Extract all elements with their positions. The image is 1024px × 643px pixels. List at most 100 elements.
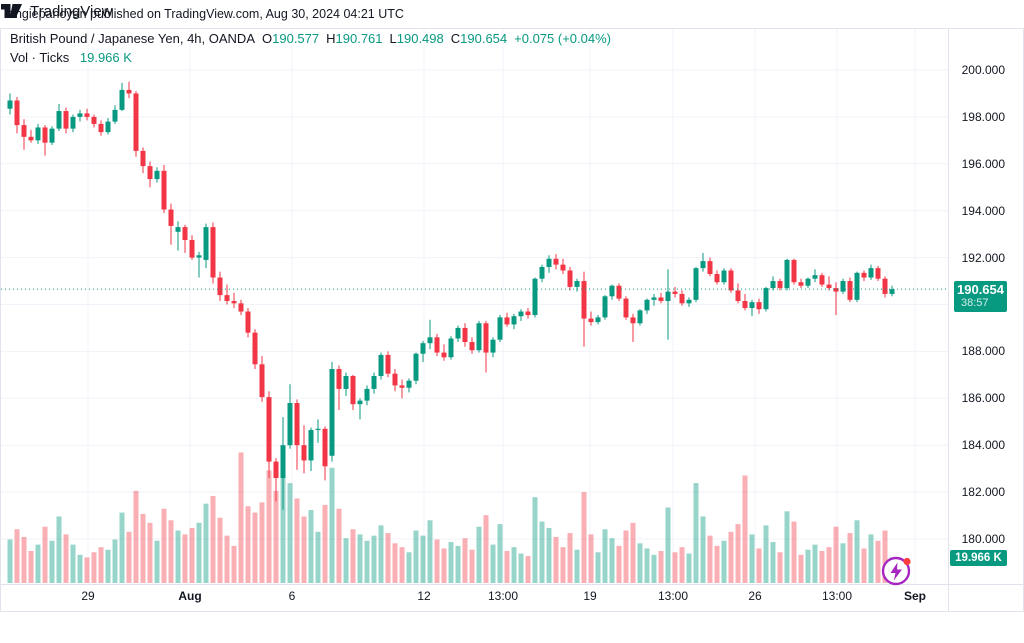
candle-body bbox=[196, 255, 202, 258]
price-axis-label: 200.000 bbox=[961, 63, 1005, 77]
candle-body bbox=[161, 170, 167, 210]
spark-lightning-button[interactable] bbox=[878, 553, 918, 593]
volume-bar bbox=[518, 553, 524, 583]
volume-bar bbox=[154, 540, 160, 583]
volume-bar bbox=[749, 534, 755, 583]
chart-legend: British Pound / Japanese Yen, 4h, OANDA O… bbox=[10, 31, 611, 65]
volume-bar bbox=[651, 554, 657, 583]
symbol-title: British Pound / Japanese Yen, 4h, OANDA bbox=[10, 31, 255, 46]
candle-body bbox=[560, 264, 566, 271]
candle-body bbox=[735, 290, 741, 301]
candle-body bbox=[574, 281, 580, 287]
volume-bar bbox=[700, 516, 706, 583]
volume-bar bbox=[406, 552, 412, 583]
volume-bar bbox=[742, 475, 748, 583]
candle-body bbox=[147, 166, 153, 180]
candle-body bbox=[728, 270, 734, 291]
candle-body bbox=[875, 268, 881, 279]
time-axis-label: 6 bbox=[288, 589, 296, 603]
volume-bar bbox=[378, 525, 384, 583]
price-axis-label: 192.000 bbox=[961, 250, 1005, 265]
candle-body bbox=[546, 258, 552, 267]
volume-bar bbox=[273, 490, 279, 583]
candle-body bbox=[168, 209, 174, 226]
candle-body bbox=[308, 429, 314, 461]
volume-bar bbox=[399, 547, 405, 583]
volume-bar bbox=[868, 534, 874, 583]
candle-body bbox=[210, 227, 216, 278]
candle-body bbox=[140, 150, 146, 167]
tradingview-footer[interactable]: TradingView bbox=[0, 0, 1024, 22]
candle-body bbox=[21, 125, 27, 137]
time-axis-label: 26 bbox=[748, 589, 762, 603]
volume-bar bbox=[91, 552, 97, 583]
candle-body bbox=[175, 227, 181, 232]
volume-bar bbox=[7, 539, 13, 583]
price-axis-label: 198.000 bbox=[961, 109, 1005, 124]
alert-dot bbox=[903, 557, 911, 566]
volume-bar bbox=[196, 522, 202, 583]
candle-body bbox=[245, 311, 251, 333]
candle-wick bbox=[177, 221, 179, 251]
high-value: 190.761 bbox=[335, 31, 383, 46]
candle-body bbox=[448, 338, 454, 358]
price-axis-label: 186.000 bbox=[961, 391, 1005, 406]
current-price-badge: 190.654 38:57 bbox=[954, 281, 1007, 312]
volume-bar bbox=[686, 553, 692, 583]
candle-body bbox=[203, 227, 209, 260]
volume-bar bbox=[763, 525, 769, 583]
volume-bar bbox=[364, 540, 370, 583]
volume-bar bbox=[336, 508, 342, 583]
candle-wick bbox=[226, 284, 228, 305]
candle-body bbox=[861, 272, 867, 278]
volume-bar bbox=[301, 516, 307, 583]
volume-bar bbox=[14, 529, 20, 583]
candle-body bbox=[490, 339, 496, 353]
candle-body bbox=[238, 303, 244, 312]
candle-body bbox=[35, 127, 41, 141]
tradingview-brand-text: TradingView bbox=[30, 2, 113, 20]
candle-body bbox=[133, 93, 139, 151]
candle-body bbox=[56, 111, 62, 129]
volume-bar bbox=[777, 552, 783, 583]
volume-bar bbox=[707, 535, 713, 583]
volume-bar bbox=[112, 539, 118, 583]
volume-bar bbox=[770, 542, 776, 583]
volume-bar bbox=[427, 520, 433, 583]
volume-bar bbox=[637, 543, 643, 583]
current-price-value: 190.654 bbox=[957, 282, 1004, 297]
candle-body bbox=[28, 136, 34, 141]
candle-body bbox=[126, 89, 132, 94]
volume-bar bbox=[756, 548, 762, 583]
candle-body bbox=[259, 364, 265, 398]
volume-bar bbox=[812, 544, 818, 583]
price-axis-label: 196.000 bbox=[961, 156, 1005, 171]
chart-frame bbox=[0, 28, 1024, 612]
price-axis-label: 184.000 bbox=[961, 438, 1005, 453]
candle-body bbox=[882, 278, 888, 294]
candle-body bbox=[49, 128, 55, 143]
volume-bar bbox=[259, 502, 265, 583]
candle-body bbox=[665, 291, 671, 301]
candle-body bbox=[252, 332, 258, 365]
low-label: L bbox=[389, 31, 397, 46]
volume-bar bbox=[791, 521, 797, 583]
candle-body bbox=[70, 116, 76, 129]
candle-body bbox=[343, 376, 349, 389]
volume-bar bbox=[623, 530, 629, 583]
volume-bar bbox=[217, 517, 223, 583]
volume-value: 19.966 K bbox=[79, 50, 132, 65]
volume-bar bbox=[728, 531, 734, 583]
candle-body bbox=[616, 285, 622, 299]
volume-bar bbox=[133, 490, 139, 583]
volume-bar bbox=[840, 543, 846, 583]
candle-body bbox=[350, 376, 356, 405]
candle-body bbox=[693, 268, 699, 300]
volume-bar bbox=[483, 515, 489, 583]
candle-body bbox=[105, 121, 111, 133]
volume-bar bbox=[161, 508, 167, 583]
volume-badge: 19.966 K bbox=[950, 550, 1007, 566]
candle-body bbox=[301, 445, 307, 461]
volume-bar bbox=[581, 492, 587, 583]
